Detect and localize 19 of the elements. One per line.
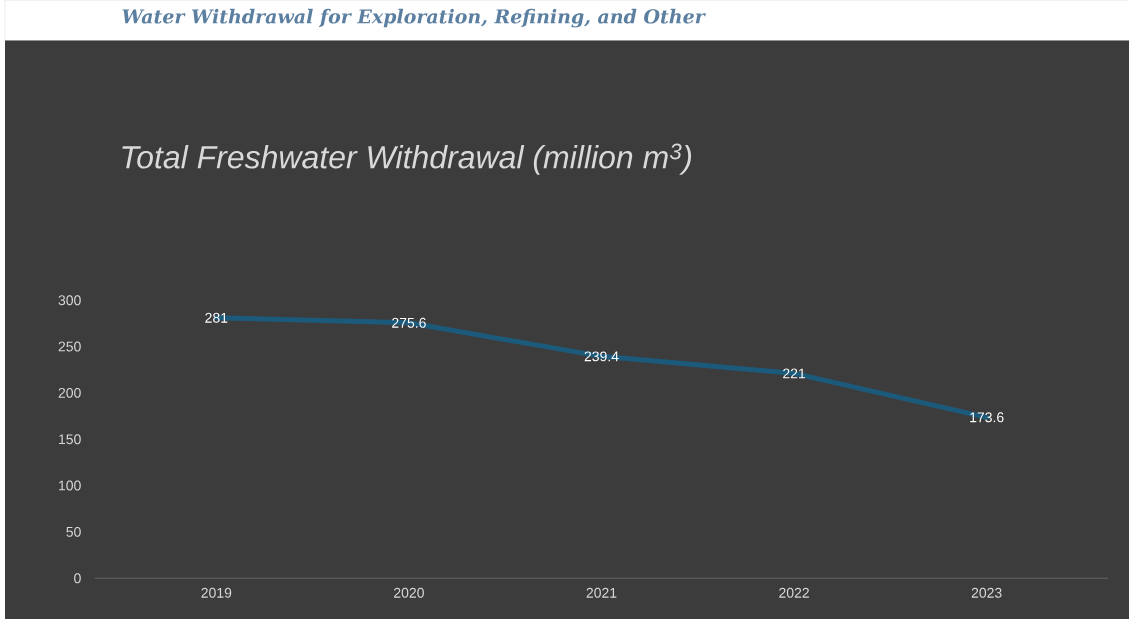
x-tick-label: 2023 [971,587,1002,598]
y-tick-label: 50 [66,526,81,537]
data-label: 221 [783,368,806,379]
y-tick-label: 0 [74,573,81,584]
data-label: 239.4 [584,351,619,362]
data-label: 281 [205,312,228,323]
y-tick-label: 250 [58,341,81,352]
chart-subtitle: Total Freshwater Withdrawal (million m$^{3}$) [122,143,692,175]
x-tick-label: 2020 [394,587,424,598]
chart-title: Water Withdrawal for Exploration, Refining, and Other [122,8,706,28]
x-tick-label: 2022 [779,587,809,598]
data-label: 173.6 [970,412,1004,423]
x-tick-label: 2021 [586,587,617,598]
x-tick-label: 2019 [201,587,232,598]
y-tick-label: 150 [59,434,81,445]
y-tick-label: 100 [59,480,81,491]
y-tick-label: 300 [58,295,81,306]
y-tick-label: 200 [58,387,81,398]
data-label: 275.6 [392,317,426,328]
